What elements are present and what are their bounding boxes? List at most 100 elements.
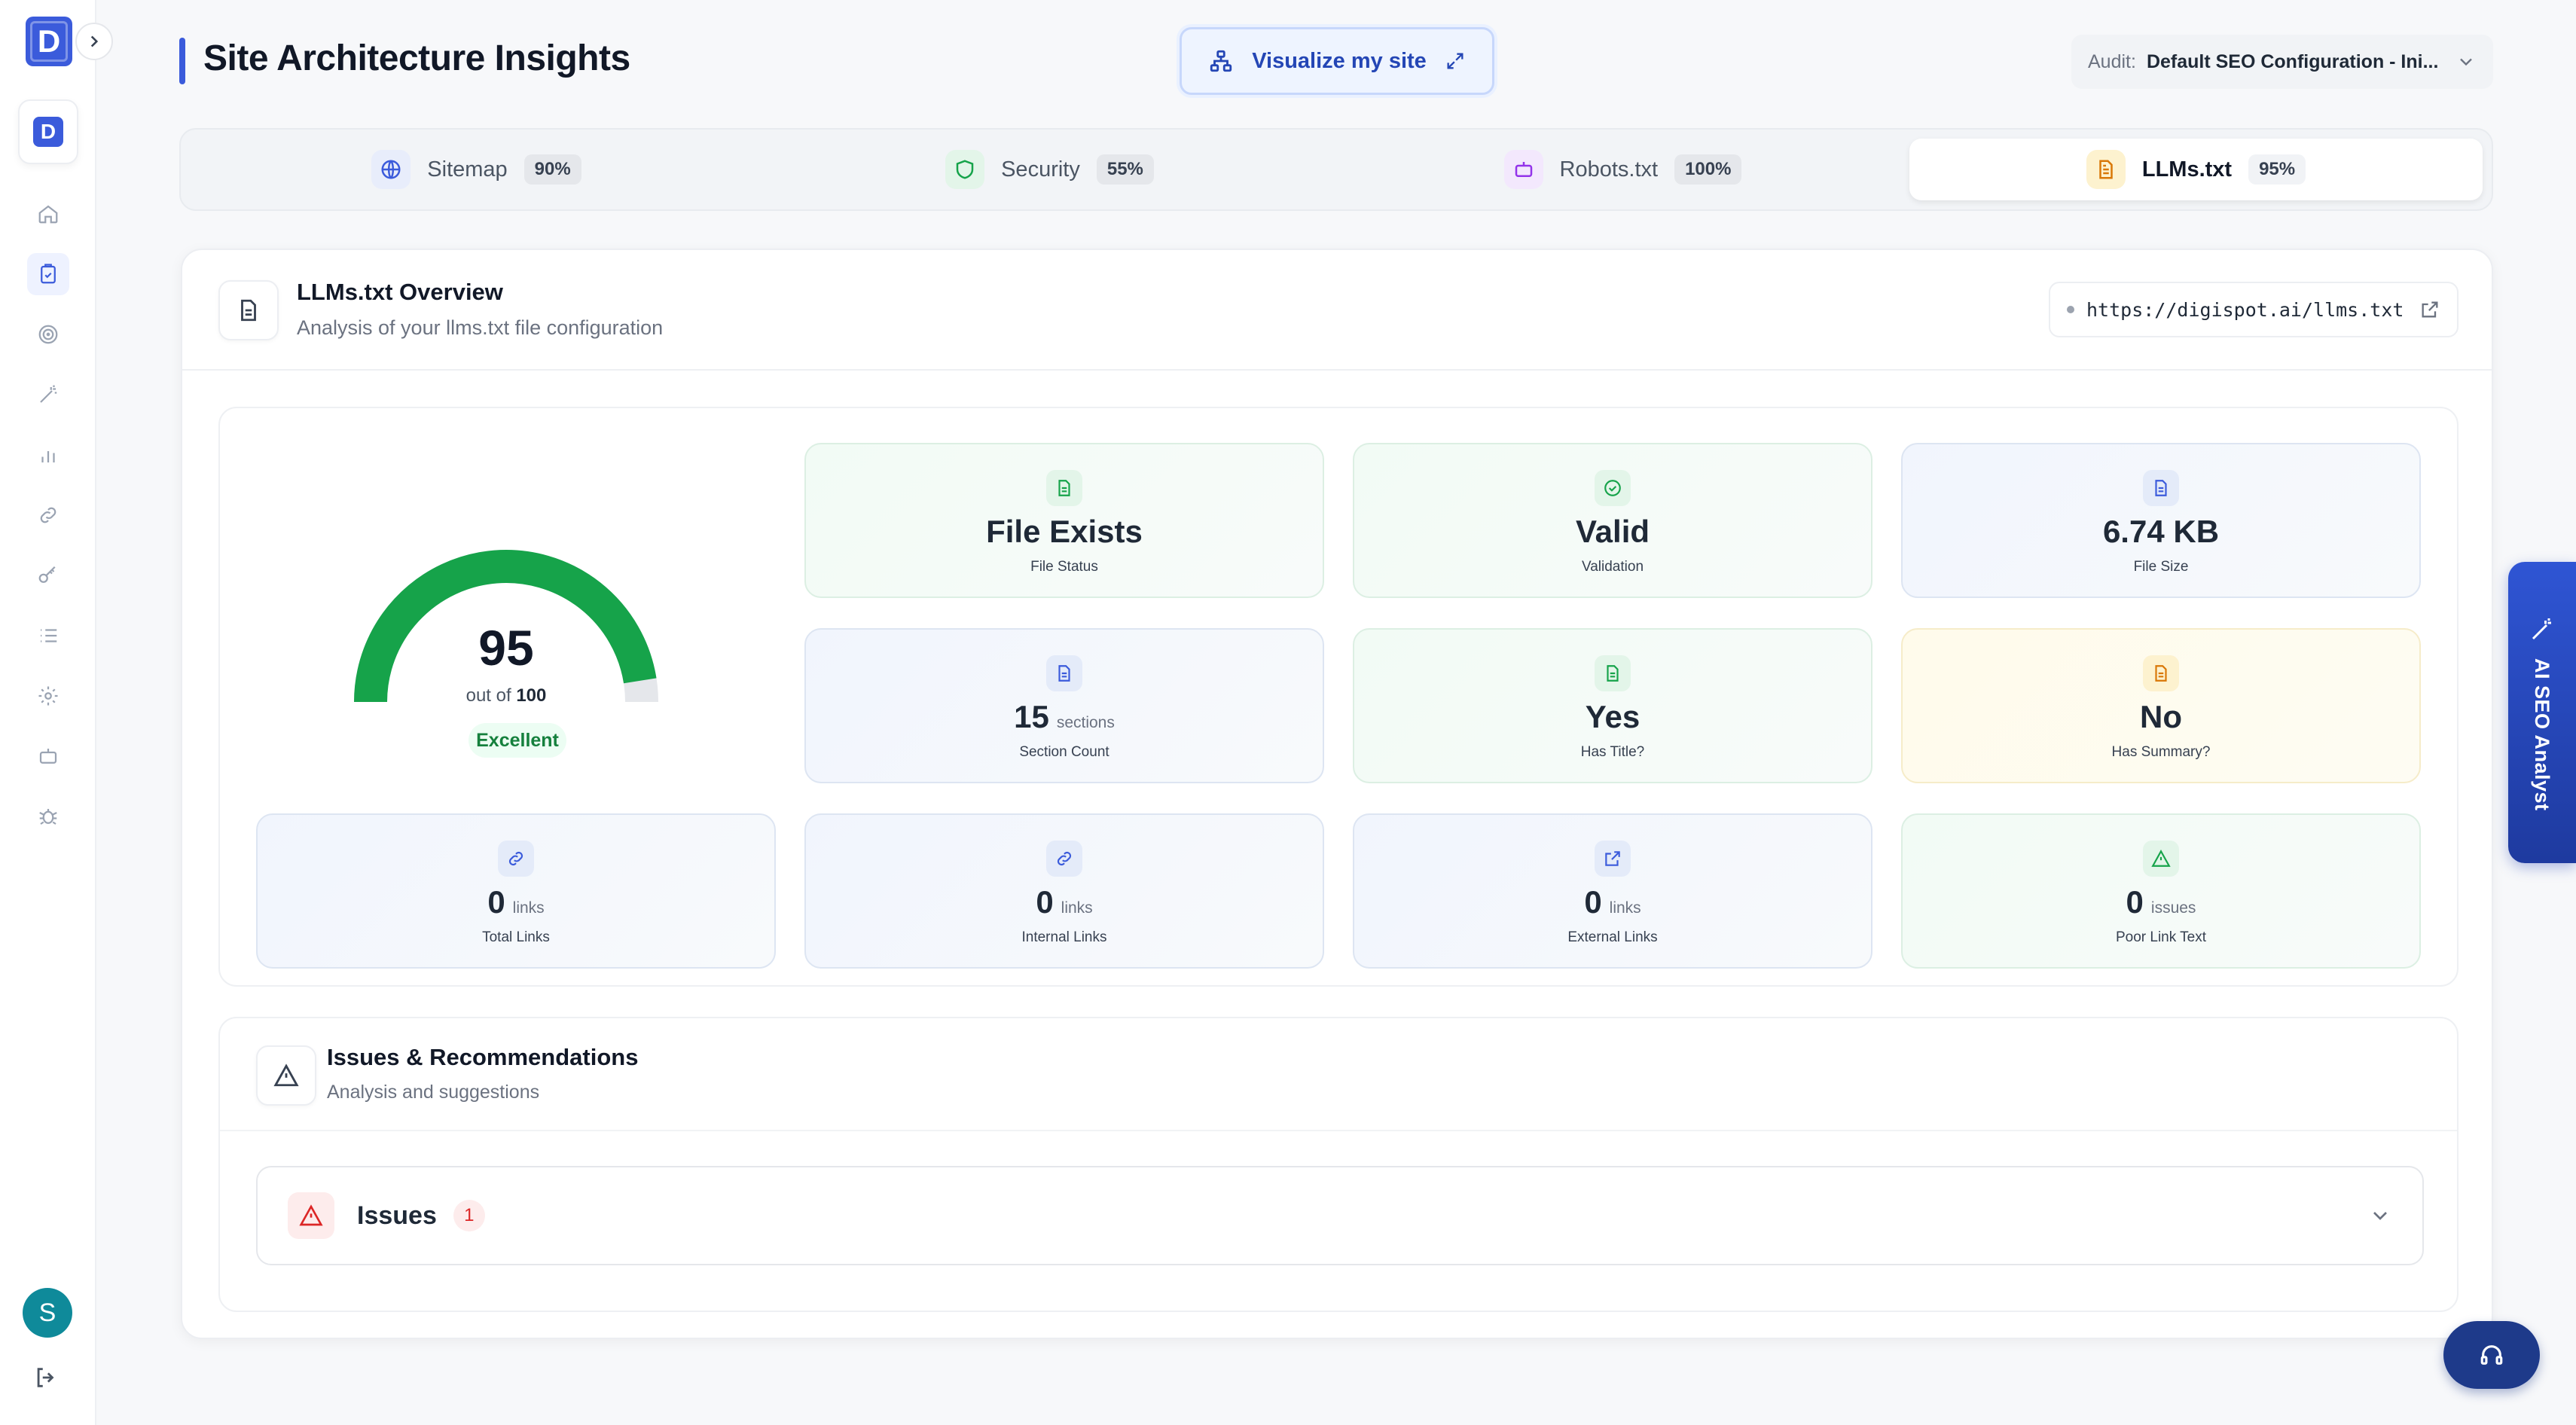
- status-dot: [2067, 306, 2074, 313]
- file-icon: [2143, 655, 2179, 691]
- gauge-out-of-prefix: out of: [465, 685, 511, 706]
- document-icon: [218, 280, 279, 340]
- file-icon: [1046, 655, 1082, 691]
- stat-label: External Links: [1567, 929, 1658, 945]
- clipboard-check-icon[interactable]: [27, 253, 69, 295]
- score-gauge: 95 out of 100 Excellent: [340, 536, 672, 777]
- key-icon[interactable]: [27, 554, 69, 597]
- expand-arrows-icon: [1447, 53, 1463, 69]
- list-icon[interactable]: [27, 615, 69, 657]
- tab-score-badge: 95%: [2248, 154, 2306, 185]
- home-icon[interactable]: [27, 193, 69, 235]
- stat-label: Total Links: [482, 929, 550, 945]
- stat-value: 6.74 KB: [2102, 514, 2220, 549]
- issues-panel: Issues & Recommendations Analysis and su…: [218, 1017, 2458, 1312]
- document-icon: [2086, 150, 2126, 189]
- audit-tabs: Sitemap 90% Security 55% Robots.txt 100%…: [179, 128, 2493, 211]
- stat-value: 0 issues: [1903, 884, 2419, 920]
- stat-number: 0: [1036, 884, 1054, 920]
- stat-validation: Valid Validation: [1353, 443, 1872, 598]
- stat-value: File Exists: [986, 514, 1143, 549]
- stat-external-links: 0 links External Links: [1353, 813, 1872, 969]
- link-icon[interactable]: [27, 494, 69, 536]
- ai-seo-analyst-tab[interactable]: AI SEO Analyst: [2508, 562, 2576, 863]
- file-icon: [1595, 655, 1631, 691]
- gear-icon[interactable]: [27, 675, 69, 717]
- sitemap-tree-icon: [1210, 50, 1232, 72]
- stat-number: 15: [1014, 699, 1049, 734]
- tab-label: Robots.txt: [1559, 157, 1659, 182]
- link-icon: [1046, 841, 1082, 877]
- stat-value: 0 links: [258, 884, 774, 920]
- headphones-icon: [2480, 1345, 2503, 1365]
- magic-wand-icon[interactable]: [27, 374, 69, 416]
- avatar[interactable]: S: [23, 1288, 72, 1338]
- stat-unit: links: [512, 899, 545, 917]
- stat-internal-links: 0 links Internal Links: [804, 813, 1324, 969]
- llms-url-link[interactable]: https://digispot.ai/llms.txt: [2049, 282, 2458, 337]
- tab-security[interactable]: Security 55%: [763, 139, 1336, 200]
- logout-icon[interactable]: [33, 1365, 63, 1395]
- gauge-out-of-value: 100: [516, 685, 547, 706]
- check-circle-icon: [1595, 470, 1631, 506]
- gauge-score: 95: [478, 620, 534, 676]
- stat-number: 0: [2126, 884, 2144, 920]
- stat-number: 0: [487, 884, 505, 920]
- tab-label: LLMs.txt: [2141, 157, 2233, 182]
- file-icon: [2143, 470, 2179, 506]
- bar-chart-icon[interactable]: [27, 434, 69, 476]
- external-link-icon: [2422, 301, 2438, 318]
- title-accent-bar: [179, 38, 185, 84]
- stat-section-count: 15 sections Section Count: [804, 628, 1324, 783]
- gauge-out-of: out of 100: [340, 685, 672, 706]
- target-icon[interactable]: [27, 313, 69, 355]
- overview-title: LLMs.txt Overview: [297, 279, 503, 305]
- tab-label: Security: [1001, 157, 1080, 182]
- stat-label: Poor Link Text: [2115, 929, 2207, 945]
- tab-llms[interactable]: LLMs.txt 95%: [1909, 139, 2483, 200]
- robot-icon: [1503, 150, 1543, 189]
- sitemap-icon: [371, 150, 411, 189]
- audit-select-value: Default SEO Configuration - Ini...: [2146, 50, 2439, 72]
- robot-icon[interactable]: [27, 735, 69, 777]
- stat-file-status: File Exists File Status: [804, 443, 1324, 598]
- shield-icon: [945, 150, 985, 189]
- stat-value: Valid: [1575, 514, 1650, 549]
- expand-sidebar-button[interactable]: [75, 23, 113, 60]
- visualize-site-button[interactable]: Visualize my site: [1180, 27, 1494, 95]
- stat-value: Yes: [1585, 699, 1641, 734]
- gauge-arc: [354, 550, 658, 703]
- stat-label: Has Title?: [1580, 744, 1645, 760]
- ai-seo-analyst-label: AI SEO Analyst: [2531, 658, 2553, 811]
- external-link-icon: [1595, 841, 1631, 877]
- link-icon: [498, 841, 534, 877]
- workspace-logo[interactable]: D: [18, 99, 78, 164]
- tab-robots[interactable]: Robots.txt 100%: [1336, 139, 1909, 200]
- file-icon: [1046, 470, 1082, 506]
- stat-label: Section Count: [1019, 744, 1109, 760]
- app-logo[interactable]: D: [26, 17, 72, 66]
- tab-score-badge: 55%: [1096, 154, 1154, 185]
- tab-sitemap[interactable]: Sitemap 90%: [190, 139, 763, 200]
- alert-triangle-icon: [288, 1192, 334, 1239]
- stat-label: File Size: [2133, 559, 2189, 575]
- stat-unit: issues: [2150, 899, 2196, 917]
- issues-title: Issues & Recommendations: [327, 1044, 639, 1070]
- chevron-right-icon: [90, 35, 99, 47]
- llms-overview-card: LLMs.txt Overview Analysis of your llms.…: [181, 249, 2493, 1339]
- stat-has-summary: No Has Summary?: [1901, 628, 2421, 783]
- stat-label: Validation: [1581, 559, 1644, 575]
- workspace-logo-letter: D: [33, 117, 63, 147]
- magic-wand-icon: [2532, 618, 2551, 640]
- support-button[interactable]: [2443, 1321, 2540, 1389]
- stat-value: No: [2140, 699, 2182, 734]
- stat-label: Internal Links: [1021, 929, 1107, 945]
- overview-subtitle: Analysis of your llms.txt file configura…: [297, 316, 664, 339]
- issues-accordion[interactable]: Issues 1: [256, 1166, 2424, 1265]
- issues-count-badge: 1: [453, 1200, 485, 1231]
- bug-icon[interactable]: [27, 795, 69, 838]
- grade-badge: Excellent: [469, 723, 566, 758]
- audit-select[interactable]: Audit: Default SEO Configuration - Ini..…: [2071, 35, 2493, 89]
- tab-score-badge: 100%: [1674, 154, 1742, 185]
- issues-label: Issues: [357, 1201, 437, 1230]
